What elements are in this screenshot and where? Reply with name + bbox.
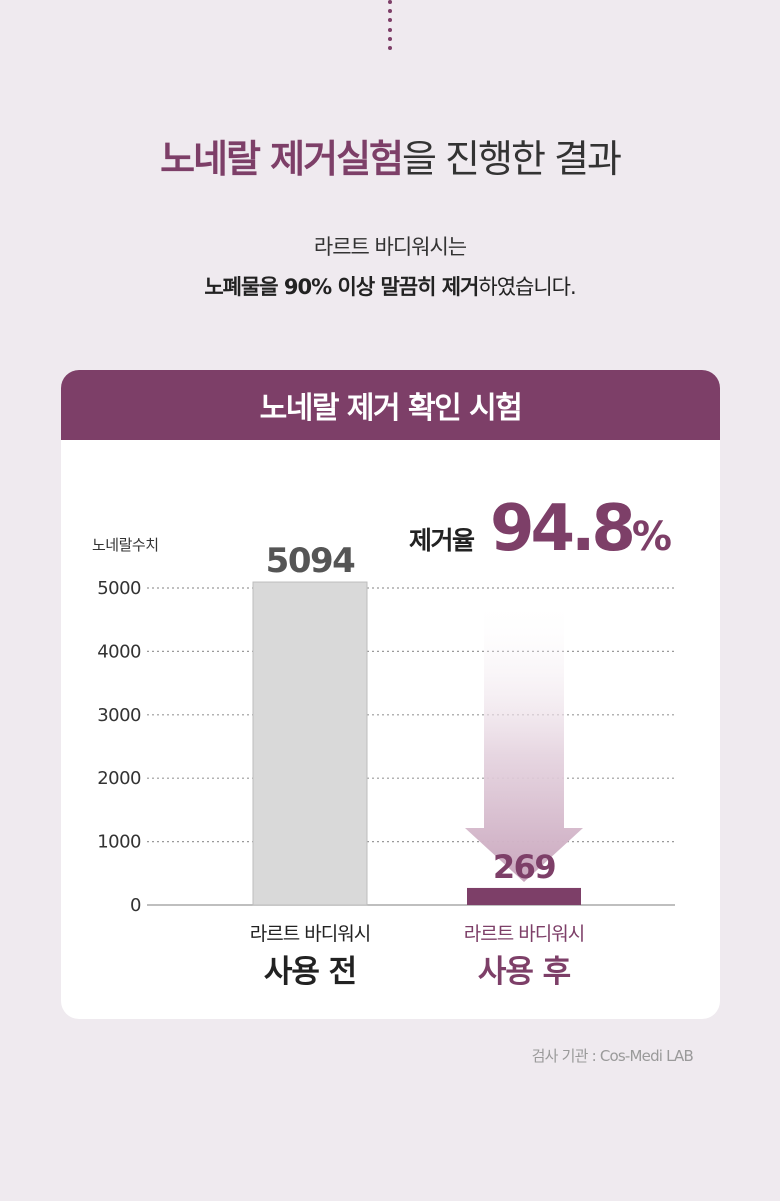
page-title-rest: 을 진행한 결과 [402, 137, 622, 181]
y-tick-label: 4000 [97, 641, 141, 662]
x-label-before-small: 라르트 바디워시 [250, 923, 370, 945]
y-axis-label: 노네랄수치 [92, 536, 159, 554]
y-tick-label: 1000 [97, 832, 141, 853]
subtitle-line2-bold: 노폐물을 90% 이상 말끔히 제거 [204, 275, 479, 299]
decorative-dots [387, 0, 392, 50]
bar-before [252, 581, 368, 906]
y-tick-label: 2000 [97, 768, 141, 789]
x-label-after-big: 사용 후 [478, 954, 571, 990]
x-label-after-small: 라르트 바디워시 [464, 923, 584, 945]
test-source-note: 검사 기관 : Cos-Medi LAB [531, 1047, 694, 1065]
removal-rate-unit: % [632, 514, 671, 560]
down-arrow-icon [465, 598, 583, 882]
subtitle-line2-rest: 하였습니다. [478, 275, 576, 299]
bar-before-value-label: 5094 [266, 541, 355, 581]
y-tick-label: 5000 [97, 578, 141, 599]
bar-after-value-label: 269 [493, 848, 556, 886]
subtitle-line1: 라르트 바디워시는 [313, 235, 467, 259]
y-tick-label: 3000 [97, 705, 141, 726]
y-tick-label: 0 [130, 895, 141, 916]
removal-rate-number: 94.8 [490, 492, 632, 566]
removal-rate-value: 94.8% [490, 492, 671, 566]
removal-rate-label: 제거율 [409, 526, 475, 555]
chart-card: 노네랄 제거 확인 시험 0 1000 2000 3000 4000 5000 5094 2… [61, 370, 720, 1019]
bar-after [467, 887, 581, 905]
subtitle-line2: 노폐물을 90% 이상 말끔히 제거하였습니다. [0, 271, 780, 301]
page-title: 노네랄 제거실험을 진행한 결과 [0, 128, 780, 183]
page-title-accent: 노네랄 제거실험 [160, 137, 404, 181]
chart-card-title: 노네랄 제거 확인 시험 [61, 370, 720, 440]
x-label-before-big: 사용 전 [264, 954, 356, 990]
